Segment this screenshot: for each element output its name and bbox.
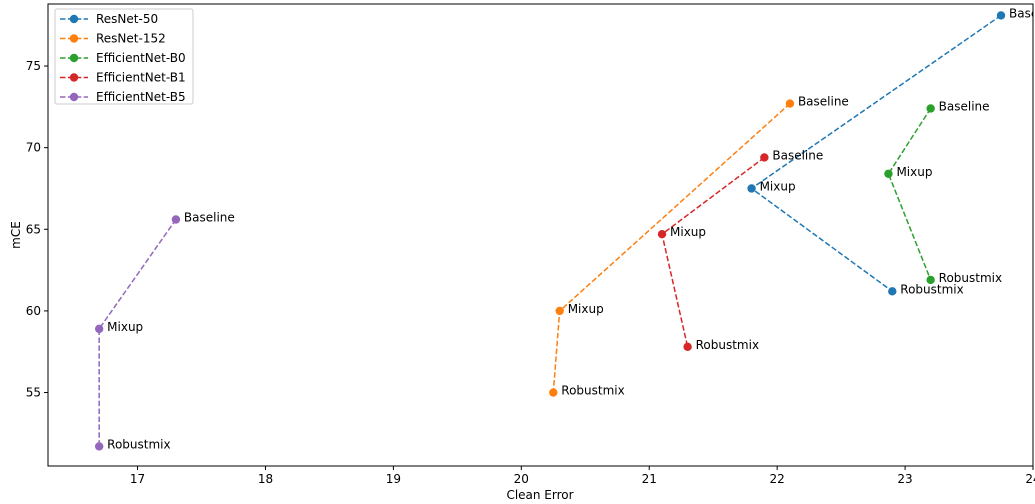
data-point-efficientnet-b1 — [683, 342, 692, 352]
series-line-efficientnet-b5 — [98, 219, 177, 447]
point-label: Baseline — [798, 95, 849, 109]
point-label: Baseline — [772, 148, 823, 162]
data-point-efficientnet-b5 — [171, 215, 181, 224]
series-layer — [94, 11, 1006, 451]
legend-swatch-marker — [69, 92, 79, 102]
plot-frame — [47, 3, 1034, 467]
legend-frame — [54, 8, 194, 105]
x-tick-label: 19 — [386, 472, 401, 486]
point-label-layer: Baseline Mixup Robustmix Baseline Mixup Robus… — [107, 6, 1035, 451]
data-point-efficientnet-b5 — [94, 442, 104, 451]
data-point-efficientnet-b1 — [760, 153, 769, 162]
legend-entry-label: ResNet-50 — [96, 12, 158, 26]
y-axis-ticks: 55 60 65 70 75 — [26, 59, 48, 400]
data-point-resnet-50 — [996, 11, 1006, 20]
legend-entry-label: ResNet-152 — [96, 32, 166, 46]
x-tick-label: 24 — [1025, 472, 1035, 486]
data-point-efficientnet-b1 — [657, 229, 667, 239]
data-point-resnet-152 — [555, 306, 564, 316]
legend-entry-label: EfficientNet-B0 — [96, 51, 186, 65]
point-label: Robustmix — [939, 271, 1002, 285]
y-tick-label: 70 — [26, 141, 41, 155]
y-tick-label: 55 — [26, 386, 41, 400]
y-tick-label: 75 — [26, 59, 41, 73]
x-tick-label: 22 — [770, 472, 785, 486]
data-point-efficientnet-b0 — [926, 104, 935, 113]
y-tick-label: 60 — [26, 304, 41, 318]
legend: ResNet-50 ResNet-152 EfficientNet-B0 Effici… — [54, 8, 194, 105]
point-label: Robustmix — [696, 338, 759, 352]
x-tick-label: 17 — [130, 472, 145, 486]
x-axis-ticks: 17 18 19 20 21 22 23 24 — [130, 466, 1035, 486]
point-label: Baseline — [939, 99, 990, 113]
legend-swatch-marker — [69, 34, 79, 43]
data-point-resnet-50 — [888, 287, 897, 296]
point-label: Mixup — [760, 179, 796, 193]
x-tick-label: 20 — [514, 472, 529, 486]
point-label: Robustmix — [107, 437, 170, 451]
legend-swatch-marker — [69, 14, 79, 24]
y-axis-label: mCE — [9, 221, 23, 249]
data-point-efficientnet-b0 — [884, 169, 893, 178]
legend-entry-label: EfficientNet-B1 — [96, 71, 186, 85]
legend-swatch-marker — [69, 53, 79, 63]
series-line-efficientnet-b0 — [887, 108, 932, 281]
legend-swatch-marker — [69, 73, 79, 82]
point-label: Baseline — [184, 210, 235, 224]
x-tick-label: 21 — [642, 472, 657, 486]
point-label: Baseline — [1009, 6, 1035, 20]
point-label: Robustmix — [561, 384, 624, 398]
data-point-efficientnet-b5 — [94, 324, 104, 334]
x-axis-label: Clean Error — [506, 488, 573, 502]
x-tick-label: 18 — [258, 472, 273, 486]
point-label: Mixup — [568, 302, 604, 316]
data-point-resnet-152 — [785, 99, 795, 108]
y-tick-label: 65 — [26, 222, 41, 236]
point-label: Robustmix — [900, 282, 963, 296]
legend-entry-label: EfficientNet-B5 — [96, 90, 186, 104]
plot-area — [48, 4, 1033, 466]
data-point-resnet-152 — [549, 388, 558, 397]
point-label: Mixup — [670, 225, 706, 239]
x-tick-label: 23 — [897, 472, 912, 486]
data-point-efficientnet-b0 — [926, 275, 935, 285]
point-label: Mixup — [896, 165, 932, 179]
point-label: Mixup — [107, 320, 143, 334]
data-point-resnet-50 — [747, 184, 756, 193]
